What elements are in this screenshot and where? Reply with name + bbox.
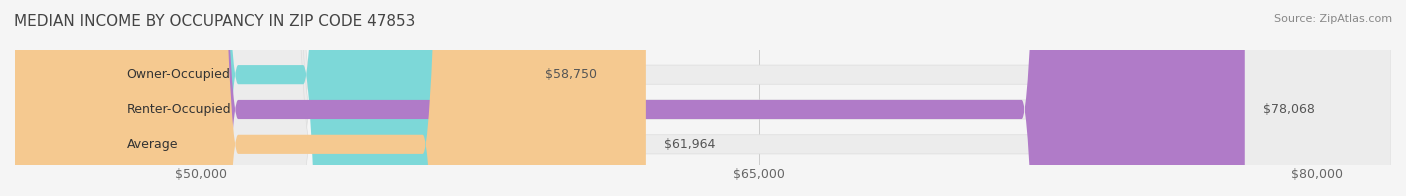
Text: $61,964: $61,964 (665, 138, 716, 151)
Text: Owner-Occupied: Owner-Occupied (127, 68, 231, 81)
Text: Average: Average (127, 138, 179, 151)
FancyBboxPatch shape (15, 0, 1244, 196)
Text: Renter-Occupied: Renter-Occupied (127, 103, 231, 116)
FancyBboxPatch shape (15, 0, 1391, 196)
Text: MEDIAN INCOME BY OCCUPANCY IN ZIP CODE 47853: MEDIAN INCOME BY OCCUPANCY IN ZIP CODE 4… (14, 14, 415, 29)
Text: $58,750: $58,750 (546, 68, 598, 81)
FancyBboxPatch shape (15, 0, 1391, 196)
FancyBboxPatch shape (15, 0, 526, 196)
FancyBboxPatch shape (15, 0, 1391, 196)
FancyBboxPatch shape (15, 0, 645, 196)
Text: Source: ZipAtlas.com: Source: ZipAtlas.com (1274, 14, 1392, 24)
Text: $78,068: $78,068 (1264, 103, 1315, 116)
